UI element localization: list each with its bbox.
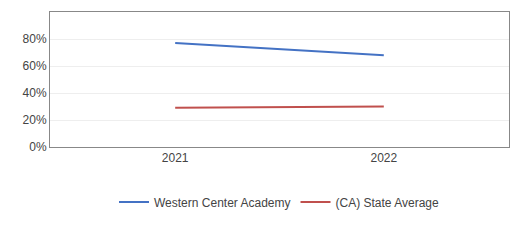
svg-text:2022: 2022 bbox=[370, 151, 397, 165]
svg-text:0%: 0% bbox=[29, 140, 47, 154]
svg-text:80%: 80% bbox=[23, 32, 47, 46]
svg-text:Western Center Academy: Western Center Academy bbox=[154, 196, 291, 210]
svg-text:2021: 2021 bbox=[162, 151, 189, 165]
svg-text:60%: 60% bbox=[23, 59, 47, 73]
svg-text:40%: 40% bbox=[23, 86, 47, 100]
svg-text:20%: 20% bbox=[23, 113, 47, 127]
svg-text:(CA) State Average: (CA) State Average bbox=[336, 196, 439, 210]
